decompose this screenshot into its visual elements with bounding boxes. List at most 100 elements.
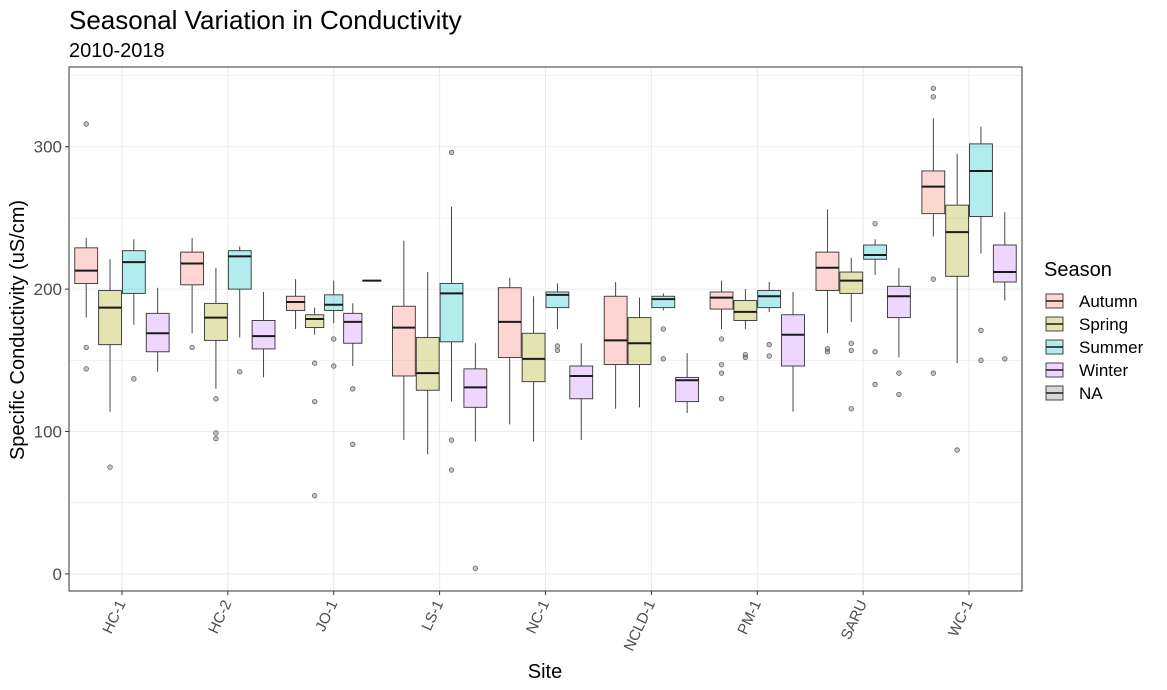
box-iqr [286,295,306,311]
box-pm-1-spring [733,289,758,361]
outlier-point [312,360,318,366]
box-iqr [74,247,99,284]
legend-label: NA [1079,384,1103,403]
outlier-point [1002,356,1008,362]
legend-title: Season [1044,259,1112,281]
outlier-point [237,369,243,375]
outlier-point [896,391,902,398]
legend-item-winter: Winter [1045,361,1128,380]
outlier-point [718,370,725,376]
outlier-point [930,85,936,92]
box-iqr [98,290,122,346]
box-iqr [945,204,970,277]
box-nc-1-summer [545,283,570,354]
outlier-point [848,347,854,354]
outlier-point [83,344,89,351]
outlier-point [660,326,666,332]
box-wc-1-summer [969,126,993,363]
outlier-point [107,464,113,470]
box-iqr [603,295,628,366]
chart-subtitle: 2010-2018 [69,40,165,62]
outlier-point [978,327,984,334]
x-tick-label: WC-1 [945,598,977,640]
outlier-point [718,361,725,368]
box-iqr [305,314,325,329]
outlier-point [848,406,854,412]
box-hc-1-autumn [74,121,99,372]
x-tick-label: JO-1 [312,598,341,635]
box-iqr [675,376,700,403]
box-iqr [709,291,734,310]
legend: Season Autumn Spring Summer Winter NA [1044,259,1144,403]
outlier-point [189,344,195,351]
box-hc-2-autumn [180,237,204,351]
box-iqr [969,143,993,217]
box-hc-1-spring [98,259,122,470]
box-hc-1-summer [121,239,146,382]
x-tick-label: NC-1 [523,598,553,637]
outlier-point [718,336,725,342]
box-wc-1-autumn [921,85,946,376]
x-tick-label: SARU [838,598,871,643]
outlier-point [824,349,831,355]
grid [69,67,1022,591]
box-ncld-1-spring [627,297,652,408]
x-axis-title: Site [528,661,562,683]
box-iqr [180,251,204,286]
box-ls-1-autumn [391,240,416,441]
outlier-point [331,363,337,369]
outlier-point [350,386,356,392]
box-ncld-1-autumn [603,282,628,409]
box-jo-1-autumn [286,279,306,329]
box-iqr [204,302,228,341]
legend-label: Spring [1079,315,1128,334]
box-nc-1-autumn [497,277,522,425]
box-ls-1-winter [463,343,488,571]
outlier-point [213,430,219,436]
axes: 0 100 200 300 HC-1 HC-2 JO-1 LS-1 NC-1 NCLD-1 PM-1… [34,138,977,654]
outlier-point [766,342,772,348]
outlier-point [312,398,318,405]
box-iqr [887,285,911,319]
box-saru-winter [887,267,911,398]
box-ncld-1-summer [651,293,676,362]
box-iqr [251,320,276,350]
outlier-point [350,441,356,447]
box-iqr [733,300,758,321]
box-pm-1-autumn [709,280,734,402]
outlier-point [872,220,878,227]
legend-item-na: NA [1045,384,1103,403]
box-iqr [921,170,946,215]
box-jo-1-spring [305,307,325,499]
box-hc-2-summer [227,246,252,375]
box-ls-1-spring [415,272,440,455]
outlier-point [448,467,455,473]
box-wc-1-winter [992,212,1017,362]
box-wc-1-spring [945,153,970,453]
box-pm-1-winter [781,291,805,412]
box-iqr [121,250,146,294]
outlier-point [554,343,561,349]
box-iqr [324,294,344,311]
box-ncld-1-winter [675,353,700,414]
legend-item-autumn: Autumn [1045,292,1138,311]
outlier-point [83,121,89,127]
outlier-point [872,349,878,355]
box-iqr [227,250,252,290]
outlier-point [660,356,666,362]
y-tick-label: 0 [53,565,62,584]
outlier-point [848,340,854,346]
outlier-point [312,492,318,499]
outlier-point [718,396,725,402]
box-hc-2-spring [204,267,228,442]
outlier-point [766,353,772,359]
box-iqr [863,244,887,260]
legend-label: Summer [1079,338,1144,357]
box-hc-2-winter [251,291,276,378]
outlier-point [824,346,831,352]
outlier-point [83,366,89,372]
box-iqr [757,290,782,309]
box-iqr [815,251,840,292]
outlier-point [742,354,749,361]
outlier-point [472,565,478,571]
